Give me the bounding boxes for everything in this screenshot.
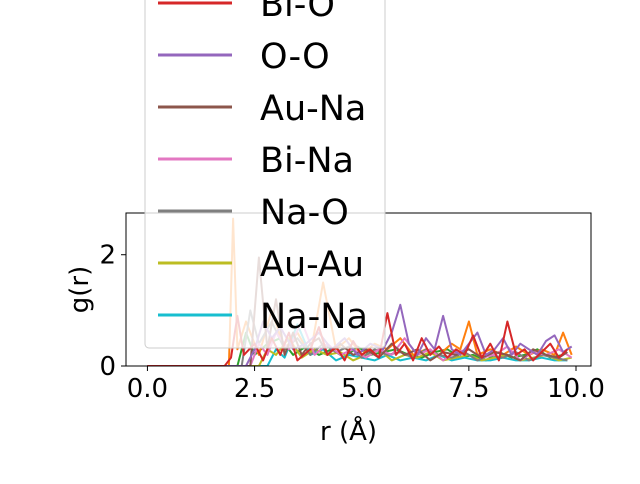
legend-label-o-o: O-O (260, 37, 330, 77)
x-tick-label: 5.0 (341, 374, 382, 404)
legend-label-bi-o: Bi-O (260, 0, 335, 25)
y-tick-label: 2 (99, 241, 116, 271)
legend-label-na-na: Na-Na (260, 297, 368, 337)
legend-label-au-na: Au-Na (260, 89, 366, 129)
y-axis-label: g(r) (65, 266, 95, 313)
x-tick-label: 2.5 (234, 374, 275, 404)
x-tick-label: 10.0 (547, 374, 605, 404)
axes-layer: 0.0 2.5 5.0 7.5 10.0 0 2 r (Å) g(r) (65, 212, 605, 447)
y-tick-label: 0 (99, 352, 116, 382)
legend-label-bi-na: Bi-Na (260, 141, 354, 181)
legend-box (144, 0, 386, 349)
legend-label-na-o: Na-O (260, 193, 349, 233)
legend: Bi-O O-O Au-Na Bi-Na Na-O Au-Au Na-Na (144, 0, 386, 349)
legend-label-au-au: Au-Au (260, 245, 364, 285)
x-tick-label: 0.0 (127, 374, 168, 404)
x-tick-label: 7.5 (448, 374, 489, 404)
x-axis-label: r (Å) (320, 415, 377, 447)
